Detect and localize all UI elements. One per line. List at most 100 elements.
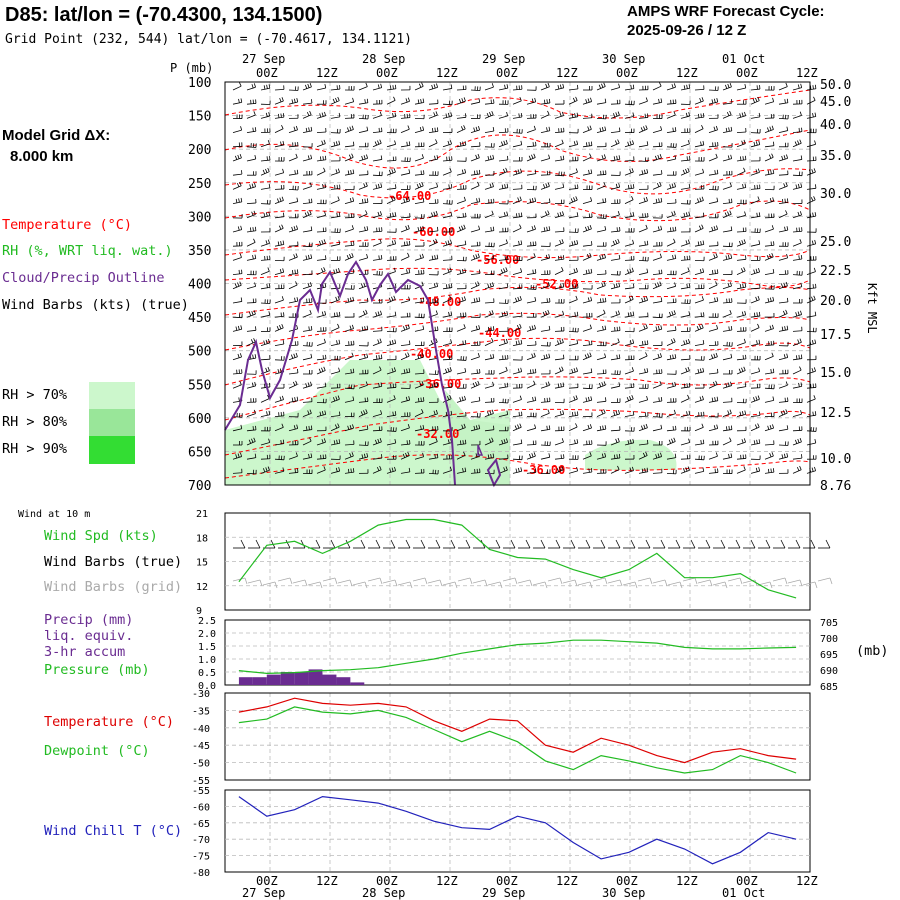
wind-barb-flag xyxy=(589,352,592,357)
wind-barb-flag xyxy=(574,113,576,118)
wind-barb xyxy=(554,382,565,389)
wind-barb xyxy=(652,396,663,403)
wind-barb xyxy=(554,299,565,304)
wind-barb xyxy=(764,396,775,403)
wind-barb-flag xyxy=(491,111,494,116)
wind-barb-flag xyxy=(588,269,590,274)
wind-barb-shaft xyxy=(484,385,494,389)
wind-barb-flag xyxy=(547,381,550,386)
wind-barb-shaft xyxy=(288,300,298,304)
wind-barb xyxy=(638,268,649,275)
wind-barb-flag xyxy=(323,466,326,471)
wind-barb-flag xyxy=(462,468,464,473)
wind-barb-flag xyxy=(757,96,760,101)
wind-barb-flag xyxy=(336,212,338,217)
wind-barb-shaft xyxy=(708,228,718,233)
wind-barb xyxy=(358,98,369,105)
wind-barb xyxy=(554,326,565,332)
wind-barb-shaft xyxy=(638,117,648,119)
wind-barb-shaft xyxy=(736,187,746,190)
wind-barb-flag xyxy=(464,340,467,345)
kft-tick-label: 15.0 xyxy=(820,366,851,381)
wind-barb-shaft xyxy=(484,257,494,261)
wind-barb-flag xyxy=(671,183,674,188)
grid-wind-barb-flag xyxy=(289,577,293,585)
wind-barb xyxy=(232,126,243,133)
wind-barb-shaft xyxy=(260,171,270,176)
wind-barb xyxy=(414,441,425,446)
wind-barb-flag xyxy=(784,99,786,104)
wind-barb-shaft xyxy=(386,430,397,432)
wind-barb-shaft xyxy=(288,428,298,432)
wind-barb xyxy=(359,142,369,148)
wind-barb xyxy=(372,155,383,162)
wind-barb-flag xyxy=(235,454,238,459)
wind-barb-flag xyxy=(617,310,620,315)
wind-barb-shaft xyxy=(358,174,369,176)
wind-barb-flag xyxy=(742,156,744,161)
kft-tick-label: 12.5 xyxy=(820,406,851,421)
wind-barb-shaft xyxy=(736,214,746,219)
wind-barb-flag xyxy=(584,354,588,359)
wind-barb-flag xyxy=(338,212,341,217)
wind-barb xyxy=(484,425,495,432)
wind-barb-flag xyxy=(546,425,548,430)
wind-barb-flag xyxy=(613,113,616,118)
wind-barb xyxy=(232,114,243,119)
wind-barb-flag xyxy=(472,382,476,387)
grid-wind-barb-flag xyxy=(529,579,533,587)
wind-barb xyxy=(456,356,467,361)
wind-barb-shaft xyxy=(638,355,648,361)
wind-barb xyxy=(498,211,509,219)
wind-barb-shaft xyxy=(246,214,256,219)
wind-barb-shaft xyxy=(358,118,369,120)
wind-barb-flag xyxy=(461,169,464,174)
wind-barb-shaft xyxy=(554,214,564,219)
wind-barb-flag xyxy=(814,140,817,145)
wind-barb-flag xyxy=(239,353,242,358)
wind-barb-flag xyxy=(436,83,438,88)
wind-barb-flag xyxy=(727,282,730,287)
wind-barb xyxy=(526,153,536,162)
wind-barb-flag xyxy=(347,425,350,430)
wind-barb-flag xyxy=(473,425,476,430)
wind-barb-flag xyxy=(767,298,770,303)
wind-barb xyxy=(778,369,789,375)
wind-barb-shaft xyxy=(232,456,242,460)
wind-barb xyxy=(330,355,341,361)
wind-barb-flag xyxy=(632,140,634,145)
top-time-label: 00Z xyxy=(256,66,278,80)
wind-barb xyxy=(288,269,299,275)
wind-barb-flag xyxy=(366,353,369,358)
grid-wind-barb-flag xyxy=(829,577,833,585)
legend-temp2: Temperature (°C) xyxy=(44,714,175,730)
wind-barb-shaft xyxy=(526,356,536,361)
wind-barb-shaft xyxy=(246,103,257,105)
wind-barb-shaft xyxy=(344,256,354,261)
wind-barb-flag xyxy=(308,453,310,458)
wind-barb xyxy=(400,197,410,204)
wind-barb-flag xyxy=(646,296,648,301)
wind-barb-shaft xyxy=(750,215,760,219)
wind-barb-flag xyxy=(460,440,462,445)
grid-wind-barb xyxy=(442,581,456,586)
wind-barb-flag xyxy=(307,282,310,287)
wind-barb-shaft xyxy=(456,443,466,446)
wind-barb-flag xyxy=(337,96,340,101)
wind-barb-shaft xyxy=(414,400,424,403)
wind-barb xyxy=(330,184,341,190)
wind-barb-flag xyxy=(309,210,312,215)
wind-barb-flag xyxy=(660,452,662,457)
wind-barb-shaft xyxy=(498,441,508,446)
wind-barb-shaft xyxy=(246,385,256,389)
wind-barb-flag xyxy=(588,141,590,146)
grid-wind-barb xyxy=(457,577,471,582)
wind-barb-shaft xyxy=(288,173,298,176)
wind-barb xyxy=(232,452,242,460)
wind-barb-flag xyxy=(304,212,308,217)
grid-wind-barb-flag xyxy=(634,581,638,589)
wind-barb-flag xyxy=(431,255,434,260)
wind-barb-shaft xyxy=(708,472,718,474)
wind-barb-flag xyxy=(813,367,816,372)
wind-barb-flag xyxy=(631,466,634,471)
